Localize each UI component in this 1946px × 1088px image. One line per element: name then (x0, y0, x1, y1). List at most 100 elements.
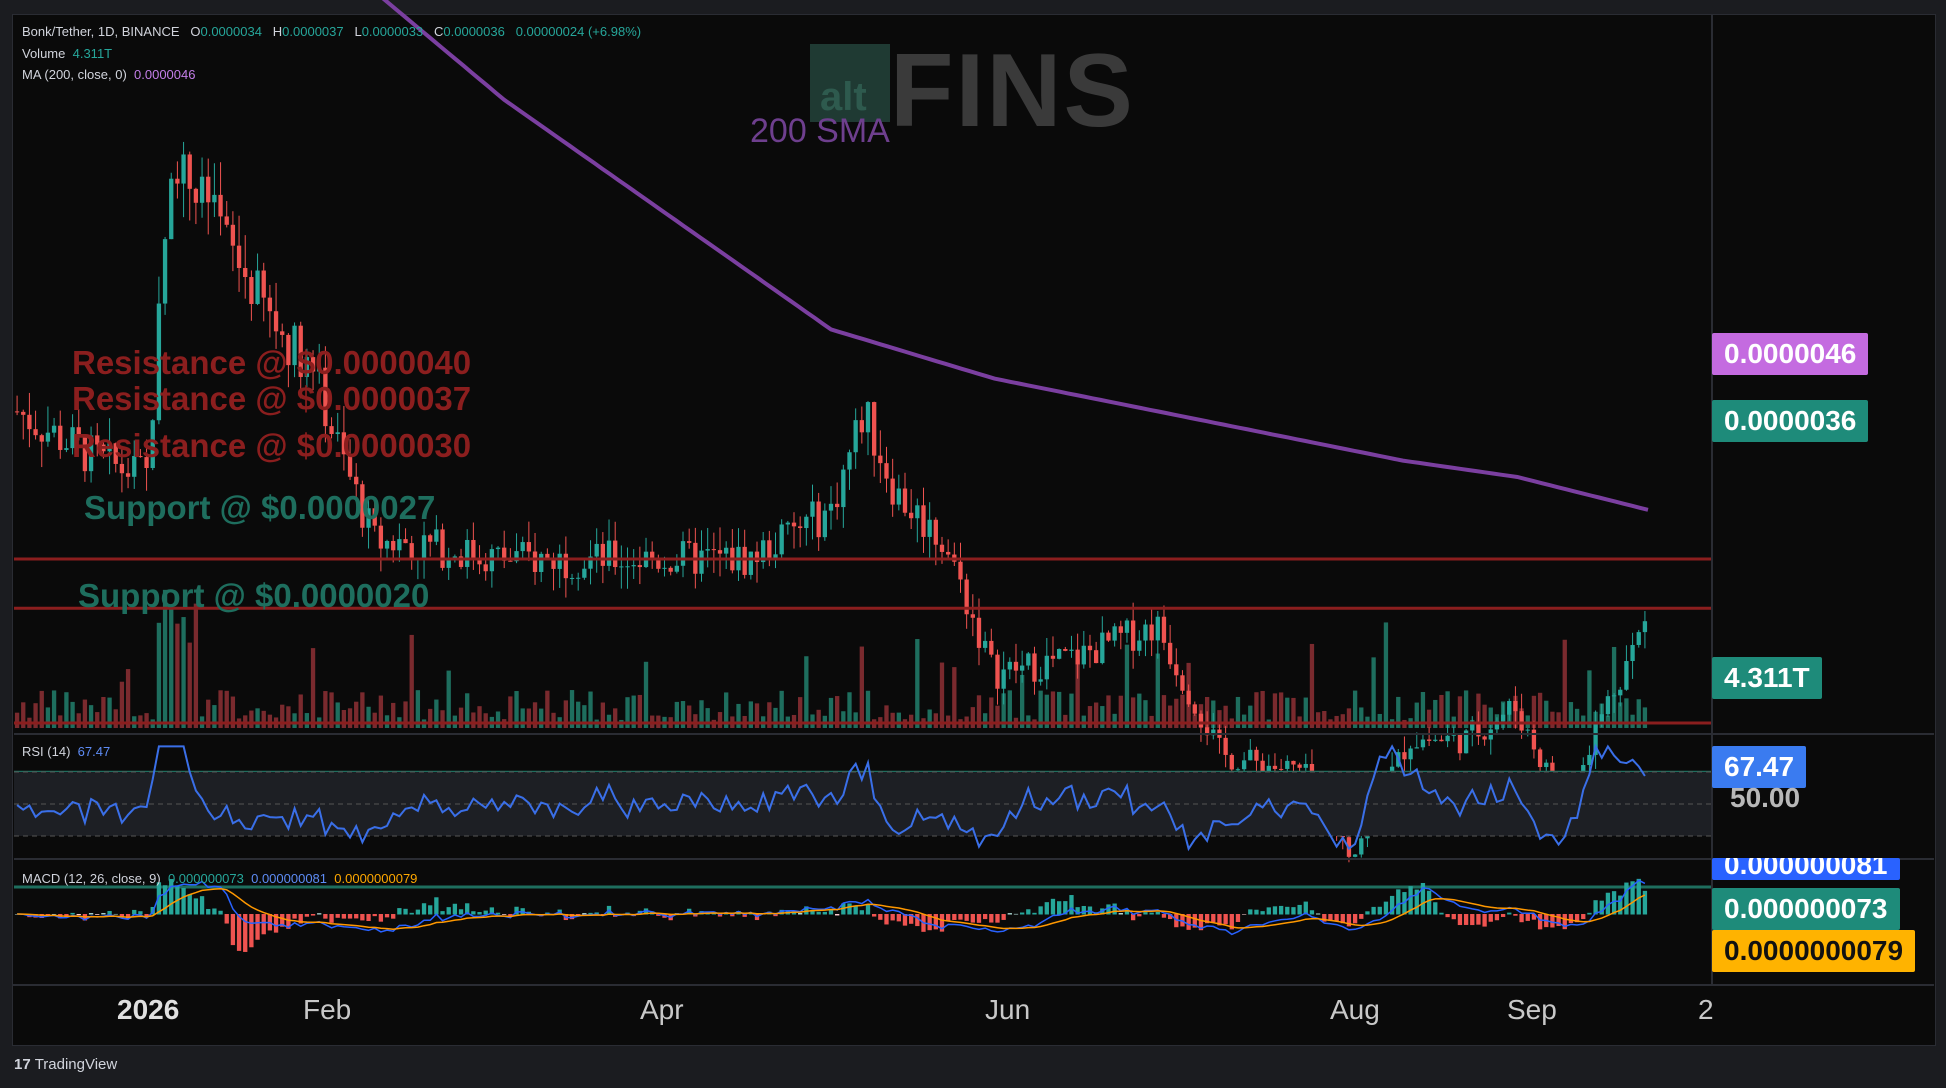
candle-body (989, 640, 994, 655)
legend-l-label: L (354, 24, 362, 39)
candle-body (1032, 653, 1037, 682)
volume-bar (631, 695, 636, 728)
volume-bar (1087, 706, 1093, 728)
candle-body (1482, 736, 1487, 740)
candle-body (1359, 838, 1364, 855)
macd-line (17, 879, 1646, 936)
candle-body (939, 544, 945, 552)
macd-hist-bar (982, 914, 988, 920)
candle-body (1248, 749, 1253, 761)
candles (14, 141, 1648, 863)
candle-body (711, 549, 717, 551)
tradingview-attribution[interactable]: 17 TradingView (14, 1056, 117, 1073)
volume-bar (1322, 710, 1327, 728)
volume-bar (304, 713, 310, 728)
macd-hist-bar (1198, 914, 1204, 931)
candle-body (680, 541, 686, 566)
candle-body (323, 367, 328, 427)
macd-hist-bar (1241, 914, 1247, 915)
volume-bar (378, 695, 384, 728)
macd-hist-bar (341, 914, 347, 919)
candle-body (1155, 616, 1160, 641)
candle-body (471, 539, 476, 560)
volume-bar (1137, 693, 1142, 728)
macd-hist-bar (970, 914, 975, 923)
volume-bar (680, 701, 686, 728)
macd-hist-bar (446, 907, 451, 915)
volume-bar (890, 712, 895, 728)
macd-hist-bar (1507, 912, 1512, 915)
sma-200-path (381, 0, 1649, 512)
candle-body (366, 508, 371, 528)
volume-bar (267, 714, 273, 728)
macd-hist-bar (1069, 895, 1074, 915)
legend-rsi: RSI (14) 67.47 (22, 744, 110, 759)
candle-body (1100, 632, 1105, 664)
candle-body (625, 566, 630, 568)
volume-bar (125, 669, 131, 728)
candle-body (218, 194, 223, 217)
candle-body (341, 432, 347, 455)
candle-body (1470, 722, 1475, 731)
candle-body (933, 519, 938, 545)
macd-hist-bar (779, 909, 784, 915)
candle-body (1254, 749, 1259, 761)
macd-hist-bar (1488, 914, 1493, 922)
macd-hist-bar (280, 914, 285, 927)
legend-macd-signal: 0.0000000079 (334, 871, 418, 886)
macd-hist-bar (1309, 910, 1315, 915)
volume-bar (341, 709, 347, 728)
rsi-badge: 67.47 (1712, 746, 1807, 788)
candle-body (1204, 727, 1210, 736)
candle-body (662, 567, 667, 569)
macd-hist-bar (255, 914, 260, 940)
macd-hist-bar (70, 912, 75, 915)
macd-hist-bar (243, 914, 248, 952)
volume-bar (1420, 692, 1426, 728)
volume-bar (409, 634, 414, 728)
candle-body (1544, 762, 1549, 768)
macd-hist-bar (502, 914, 507, 915)
volume-bar (366, 706, 371, 728)
candle-body (1519, 711, 1524, 731)
candle-body (434, 529, 439, 542)
candle-body (236, 245, 242, 268)
macd-hist-bar (323, 914, 328, 919)
candle-body (138, 456, 143, 458)
volume-bar (1315, 712, 1321, 728)
volume-bar (249, 710, 254, 728)
volume-bar (853, 712, 858, 728)
candle-body (156, 303, 162, 421)
rsi-panel (14, 733, 1934, 860)
macd-hist-bar (452, 903, 458, 915)
legend-macd: MACD (12, 26, close, 9) 0.000000073 0.00… (22, 871, 417, 886)
candle-body (569, 577, 575, 579)
macd-hist-bar (187, 894, 192, 915)
candle-body (199, 176, 205, 203)
macd-hist-bar (1352, 914, 1358, 924)
macd-hist-bar (1130, 914, 1136, 921)
chart-area[interactable] (12, 14, 1936, 1046)
resistance-label-3: Resistance @ $0.0000030 (72, 427, 472, 464)
candle-body (169, 178, 174, 240)
macd-hist-bar (310, 914, 316, 916)
macd-hist-bar (1303, 901, 1308, 915)
candle-body (1026, 653, 1031, 666)
macd-hist-bar (1500, 914, 1506, 917)
volume-badge: 4.311T (1712, 657, 1822, 699)
volume-bar (1167, 705, 1173, 728)
macd-hist-bar (508, 914, 513, 918)
macd-hist-bar (1531, 914, 1537, 920)
volume-bar (1383, 622, 1389, 728)
candle-body (909, 512, 914, 519)
volume-bar (64, 692, 69, 728)
macd-hist-bar (896, 914, 901, 922)
volume-bar (1272, 693, 1278, 728)
macd-signal-badge: 0.0000000079 (1712, 930, 1916, 972)
volume-bar (933, 713, 938, 728)
candle-body (687, 541, 692, 543)
volume-bar (1056, 691, 1062, 728)
macd-hist-bar (1396, 889, 1401, 915)
macd-hist-bar (1081, 905, 1086, 915)
